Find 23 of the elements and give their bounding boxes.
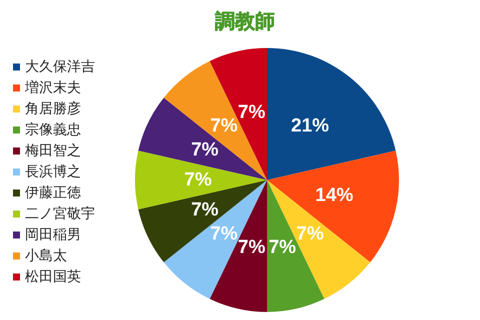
data-label: 7% <box>210 116 238 137</box>
data-label: 7% <box>184 170 212 190</box>
legend-label: 岡田稲男 <box>25 227 81 243</box>
data-label: 7% <box>191 140 219 161</box>
legend-label: 梅田智之 <box>24 143 81 159</box>
legend-label: 長浜博之 <box>25 164 81 180</box>
data-label: 7% <box>210 223 238 244</box>
data-label: 7% <box>268 236 296 258</box>
legend-label: 増沢末夫 <box>24 79 81 96</box>
data-label: 7% <box>191 199 219 220</box>
legend-label: 伊藤正徳 <box>25 185 81 201</box>
legend-label: 角居勝彦 <box>25 101 81 117</box>
data-label: 7% <box>238 102 266 124</box>
legend-label: 宗像義忠 <box>25 122 81 138</box>
legend-label: 小島太 <box>25 248 67 264</box>
chart-title: 調教師 <box>215 9 275 33</box>
legend-label: 松田国英 <box>25 269 81 285</box>
legend-label: 二ノ宮敬宇 <box>25 206 95 222</box>
data-label: 7% <box>238 236 266 258</box>
data-label: 14% <box>315 184 354 206</box>
legend-label: 大久保洋吉 <box>25 59 95 75</box>
data-label: 21% <box>291 116 330 137</box>
data-label: 7% <box>296 223 324 244</box>
